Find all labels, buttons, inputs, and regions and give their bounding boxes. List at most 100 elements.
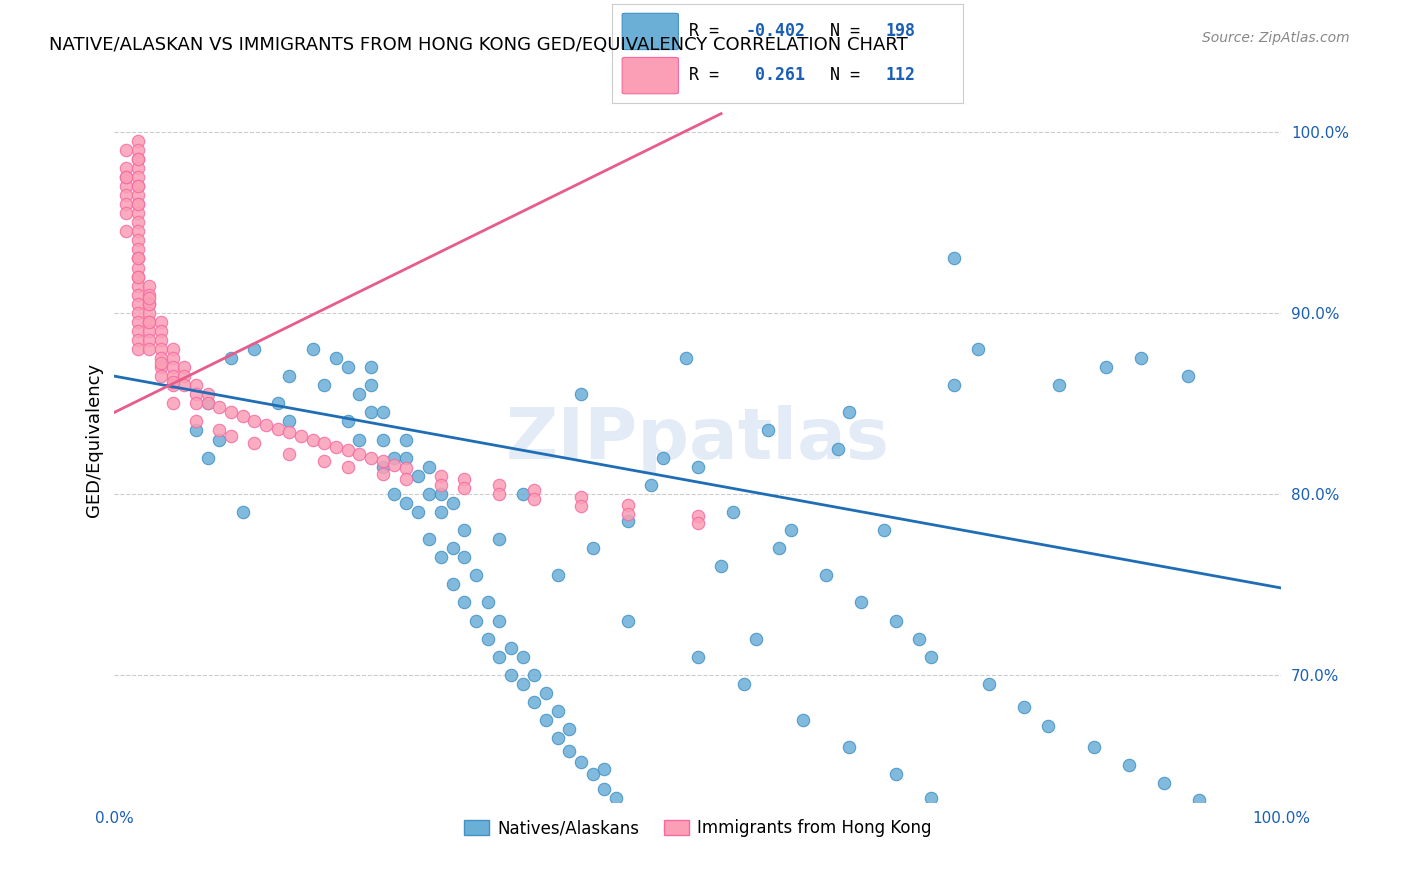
Natives/Alaskans bbox=[710, 880, 733, 892]
Natives/Alaskans bbox=[371, 433, 394, 447]
Natives/Alaskans bbox=[920, 649, 942, 664]
Natives/Alaskans bbox=[569, 755, 592, 769]
Immigrants from Hong Kong bbox=[162, 369, 184, 384]
Natives/Alaskans bbox=[745, 632, 768, 646]
Natives/Alaskans bbox=[710, 559, 733, 574]
Natives/Alaskans bbox=[721, 890, 744, 892]
Immigrants from Hong Kong bbox=[138, 333, 160, 347]
Natives/Alaskans bbox=[1025, 855, 1047, 869]
Natives/Alaskans bbox=[675, 853, 697, 867]
Natives/Alaskans bbox=[838, 405, 860, 419]
Immigrants from Hong Kong bbox=[453, 472, 475, 486]
Immigrants from Hong Kong bbox=[395, 461, 418, 475]
Legend: Natives/Alaskans, Immigrants from Hong Kong: Natives/Alaskans, Immigrants from Hong K… bbox=[457, 813, 938, 844]
Immigrants from Hong Kong bbox=[184, 414, 207, 428]
Natives/Alaskans bbox=[616, 514, 638, 528]
Natives/Alaskans bbox=[465, 614, 488, 628]
Natives/Alaskans bbox=[792, 713, 814, 727]
Natives/Alaskans bbox=[278, 369, 301, 384]
Natives/Alaskans bbox=[640, 477, 662, 491]
Natives/Alaskans bbox=[219, 351, 242, 365]
Immigrants from Hong Kong bbox=[127, 152, 149, 166]
Natives/Alaskans bbox=[628, 816, 651, 830]
Immigrants from Hong Kong bbox=[127, 278, 149, 293]
Immigrants from Hong Kong bbox=[127, 224, 149, 238]
Natives/Alaskans bbox=[1177, 369, 1199, 384]
Natives/Alaskans bbox=[395, 433, 418, 447]
Immigrants from Hong Kong bbox=[127, 152, 149, 166]
Natives/Alaskans bbox=[884, 614, 907, 628]
Immigrants from Hong Kong bbox=[686, 508, 709, 523]
Natives/Alaskans bbox=[232, 505, 254, 519]
Immigrants from Hong Kong bbox=[453, 482, 475, 496]
Immigrants from Hong Kong bbox=[127, 179, 149, 194]
Immigrants from Hong Kong bbox=[371, 454, 394, 468]
Natives/Alaskans bbox=[547, 731, 569, 746]
Immigrants from Hong Kong bbox=[138, 291, 160, 305]
Text: 0.261: 0.261 bbox=[745, 66, 806, 84]
Natives/Alaskans bbox=[686, 459, 709, 474]
Natives/Alaskans bbox=[314, 378, 336, 392]
Natives/Alaskans bbox=[640, 827, 662, 841]
Natives/Alaskans bbox=[184, 424, 207, 438]
Text: N =: N = bbox=[830, 66, 869, 84]
Immigrants from Hong Kong bbox=[162, 351, 184, 365]
Natives/Alaskans bbox=[301, 342, 323, 356]
Immigrants from Hong Kong bbox=[349, 447, 371, 461]
Immigrants from Hong Kong bbox=[314, 436, 336, 450]
Natives/Alaskans bbox=[849, 595, 872, 609]
Natives/Alaskans bbox=[267, 396, 290, 410]
Immigrants from Hong Kong bbox=[127, 161, 149, 175]
Immigrants from Hong Kong bbox=[115, 197, 138, 211]
Immigrants from Hong Kong bbox=[138, 297, 160, 311]
Immigrants from Hong Kong bbox=[127, 324, 149, 338]
Immigrants from Hong Kong bbox=[115, 206, 138, 220]
Natives/Alaskans bbox=[418, 532, 440, 546]
FancyBboxPatch shape bbox=[621, 13, 678, 50]
Natives/Alaskans bbox=[395, 450, 418, 465]
Immigrants from Hong Kong bbox=[127, 243, 149, 257]
Immigrants from Hong Kong bbox=[219, 429, 242, 443]
Immigrants from Hong Kong bbox=[278, 425, 301, 440]
Natives/Alaskans bbox=[1188, 793, 1211, 807]
Immigrants from Hong Kong bbox=[127, 179, 149, 194]
Immigrants from Hong Kong bbox=[208, 400, 231, 414]
Immigrants from Hong Kong bbox=[115, 188, 138, 202]
Immigrants from Hong Kong bbox=[150, 360, 173, 375]
Immigrants from Hong Kong bbox=[127, 252, 149, 266]
Natives/Alaskans bbox=[884, 767, 907, 781]
Immigrants from Hong Kong bbox=[115, 143, 138, 157]
Immigrants from Hong Kong bbox=[325, 440, 347, 454]
Natives/Alaskans bbox=[512, 649, 534, 664]
Natives/Alaskans bbox=[699, 869, 721, 883]
Natives/Alaskans bbox=[686, 863, 709, 878]
Immigrants from Hong Kong bbox=[115, 179, 138, 194]
Immigrants from Hong Kong bbox=[162, 396, 184, 410]
Immigrants from Hong Kong bbox=[162, 375, 184, 389]
Natives/Alaskans bbox=[1118, 758, 1140, 772]
Natives/Alaskans bbox=[616, 804, 638, 818]
Immigrants from Hong Kong bbox=[173, 369, 195, 384]
Natives/Alaskans bbox=[873, 523, 896, 537]
Immigrants from Hong Kong bbox=[523, 492, 546, 507]
Immigrants from Hong Kong bbox=[243, 436, 266, 450]
Natives/Alaskans bbox=[465, 568, 488, 582]
Immigrants from Hong Kong bbox=[127, 143, 149, 157]
Immigrants from Hong Kong bbox=[138, 278, 160, 293]
Immigrants from Hong Kong bbox=[127, 206, 149, 220]
Natives/Alaskans bbox=[616, 614, 638, 628]
Text: -0.402: -0.402 bbox=[745, 22, 806, 40]
Immigrants from Hong Kong bbox=[127, 169, 149, 184]
Natives/Alaskans bbox=[395, 496, 418, 510]
Natives/Alaskans bbox=[582, 767, 605, 781]
Natives/Alaskans bbox=[1049, 378, 1071, 392]
Natives/Alaskans bbox=[349, 387, 371, 401]
Natives/Alaskans bbox=[406, 505, 429, 519]
Natives/Alaskans bbox=[501, 668, 523, 682]
Natives/Alaskans bbox=[477, 632, 499, 646]
Immigrants from Hong Kong bbox=[569, 500, 592, 514]
Y-axis label: GED/Equivalency: GED/Equivalency bbox=[86, 362, 103, 516]
Immigrants from Hong Kong bbox=[150, 342, 173, 356]
Natives/Alaskans bbox=[512, 677, 534, 691]
Immigrants from Hong Kong bbox=[173, 378, 195, 392]
